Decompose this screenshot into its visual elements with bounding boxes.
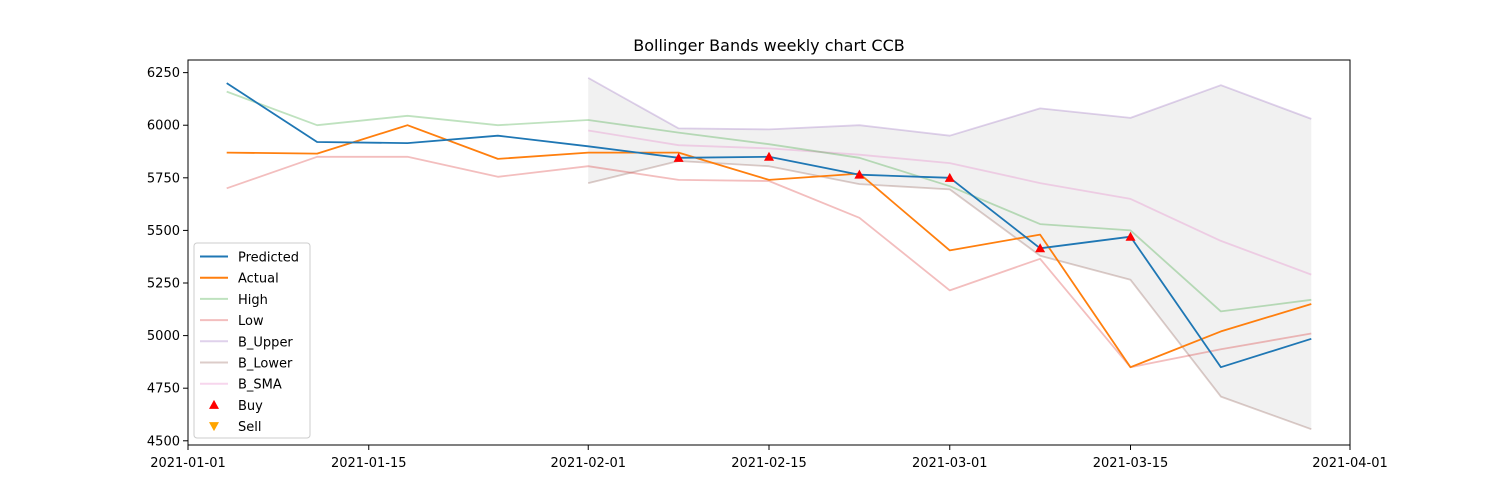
y-tick-label-5250: 5250 bbox=[147, 277, 180, 292]
legend-label-predicted: Predicted bbox=[238, 251, 299, 266]
chart-title: Bollinger Bands weekly chart CCB bbox=[633, 36, 904, 55]
x-tick-label-2021-02-01: 2021-02-01 bbox=[550, 456, 626, 471]
series-line-actual bbox=[226, 124, 1312, 369]
buy-marker-0 bbox=[673, 152, 684, 162]
buy-marker-3 bbox=[944, 172, 955, 182]
buy-marker-5 bbox=[1125, 231, 1136, 241]
y-tick-label-5000: 5000 bbox=[147, 329, 180, 344]
y-tick-label-5500: 5500 bbox=[147, 224, 180, 239]
x-tick-label-2021-01-01: 2021-01-01 bbox=[150, 456, 226, 471]
legend-label-low: Low bbox=[238, 314, 264, 329]
y-tick-label-5750: 5750 bbox=[147, 171, 180, 186]
x-tick-label-2021-03-15: 2021-03-15 bbox=[1093, 456, 1169, 471]
bollinger-band-fill bbox=[588, 77, 1312, 430]
plot-area bbox=[226, 77, 1312, 431]
y-tick-label-4750: 4750 bbox=[147, 382, 180, 397]
legend: Predicted Actual High Low B_Upper B_Lower B_SM… bbox=[193, 242, 311, 439]
y-tick-label-4500: 4500 bbox=[147, 434, 180, 449]
y-tick-label-6000: 6000 bbox=[147, 119, 180, 134]
legend-label-sell: Sell bbox=[238, 420, 261, 435]
legend-box bbox=[193, 242, 311, 439]
x-tick-label-2021-01-15: 2021-01-15 bbox=[331, 456, 407, 471]
axes: 4500 4750 5000 5250 5500 5750 6000 6250 2021-01-… bbox=[147, 59, 1388, 471]
buy-marker-4 bbox=[1035, 243, 1046, 253]
legend-swatch-sell bbox=[209, 422, 219, 432]
x-tick-label-2021-04-01: 2021-04-01 bbox=[1312, 456, 1388, 471]
series-line-b_lower bbox=[587, 160, 1312, 431]
legend-label-b_sma: B_SMA bbox=[238, 378, 282, 393]
legend-label-b_upper: B_Upper bbox=[238, 335, 293, 350]
x-tick-label-2021-03-01: 2021-03-01 bbox=[912, 456, 988, 471]
legend-label-actual: Actual bbox=[238, 272, 279, 287]
buy-marker-1 bbox=[764, 151, 774, 161]
series-line-b_upper bbox=[587, 77, 1312, 137]
x-tick-label-2021-02-15: 2021-02-15 bbox=[731, 456, 807, 471]
series-line-high bbox=[226, 90, 1312, 313]
y-tick-label-6250: 6250 bbox=[147, 66, 180, 81]
legend-swatch-buy bbox=[209, 399, 219, 409]
legend-label-high: High bbox=[238, 293, 268, 308]
buy-marker-2 bbox=[854, 169, 865, 179]
series-line-b_sma bbox=[588, 129, 1312, 276]
legend-label-buy: Buy bbox=[238, 399, 263, 414]
legend-label-b_lower: B_Lower bbox=[238, 357, 293, 372]
